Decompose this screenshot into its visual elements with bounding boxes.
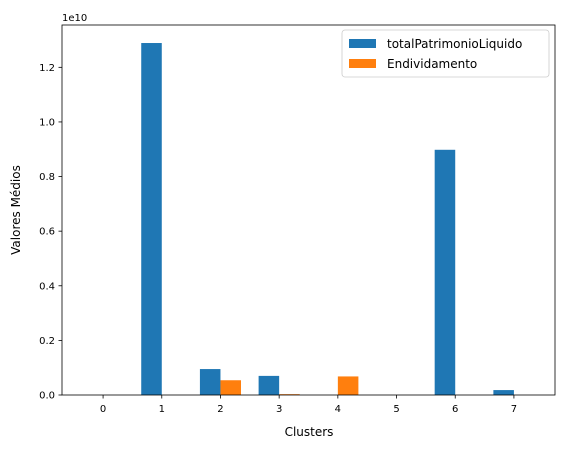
- x-axis-label: Clusters: [285, 425, 334, 439]
- x-tick-label: 2: [217, 404, 223, 415]
- legend-swatch: [349, 39, 376, 48]
- bars-layer: [141, 43, 514, 396]
- bar-7-series-0: [493, 390, 514, 395]
- x-tick-label: 1: [159, 404, 165, 415]
- x-tick-label: 3: [276, 404, 282, 415]
- y-tick-label: 0.6: [39, 227, 55, 238]
- y-tick-label: 0.4: [39, 281, 55, 292]
- x-tick-label: 6: [452, 404, 458, 415]
- y-tick-label: 0.0: [39, 391, 55, 402]
- y-tick-label: 0.8: [39, 172, 55, 183]
- y-tick-label: 0.2: [39, 336, 55, 347]
- legend-label: Endividamento: [387, 57, 477, 71]
- x-tick-label: 0: [100, 404, 106, 415]
- y-offset-label: 1e10: [62, 13, 87, 24]
- x-tick-label: 7: [511, 404, 517, 415]
- axes-layer: 0.0 0.2 0.4 0.6 0.8 1.0 1.2 0 1 2 3 4 5 6 7: [39, 24, 556, 415]
- legend: totalPatrimonioLiquido Endividamento: [341, 29, 550, 78]
- legend-label: totalPatrimonioLiquido: [387, 37, 522, 51]
- y-tick-label: 1.0: [39, 117, 55, 128]
- bar-4-series-1: [337, 376, 359, 395]
- x-tick-label: 4: [335, 404, 341, 415]
- labels-layer: 1e10 Clusters Valores Médios: [9, 13, 333, 439]
- y-tick-label: 1.2: [39, 63, 55, 74]
- plot-frame: [61, 24, 556, 396]
- x-tick-label: 5: [393, 404, 399, 415]
- bar-3-series-0: [258, 375, 280, 395]
- y-axis-label: Valores Médios: [9, 165, 23, 255]
- legend-box: [341, 29, 550, 78]
- bar-2-series-1: [220, 380, 241, 395]
- bar-2-series-0: [199, 369, 221, 395]
- legend-swatch: [349, 59, 376, 68]
- bar-3-series-1: [279, 394, 300, 395]
- bar-1-series-0: [141, 43, 162, 396]
- bar-6-series-0: [434, 149, 456, 395]
